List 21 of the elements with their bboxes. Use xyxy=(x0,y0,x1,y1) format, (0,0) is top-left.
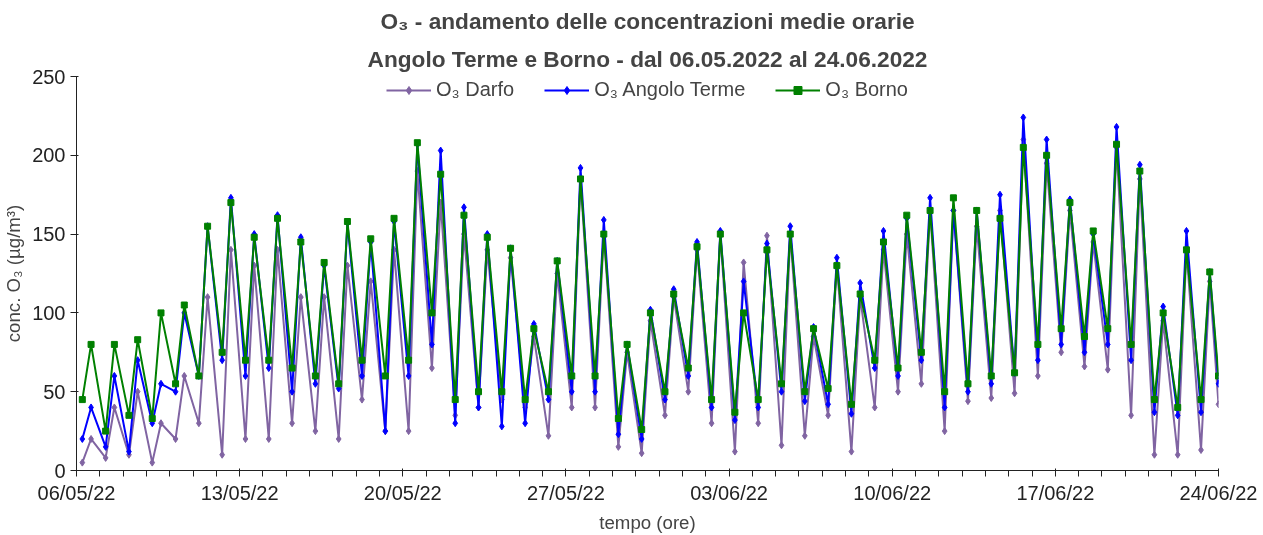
x-tick-label: 13/05/22 xyxy=(200,481,279,504)
y-tick-label: 0 xyxy=(54,459,66,482)
x-axis-title: tempo (ore) xyxy=(599,511,696,533)
chart-subtitle: Angolo Terme e Borno - dal 06.05.2022 al 24.06.2022 xyxy=(367,45,928,72)
legend-label: O₃ Borno xyxy=(825,78,909,101)
x-tick-label: 10/06/22 xyxy=(853,481,932,504)
legend-label: O₃ Angolo Terme xyxy=(594,78,746,101)
legend-label: O₃ Darfo xyxy=(435,78,515,101)
y-tick-label: 100 xyxy=(32,301,66,324)
y-tick-label: 150 xyxy=(32,223,66,246)
y-axis-title: conc. O₃ (µg/m³) xyxy=(3,204,25,343)
y-tick-label: 250 xyxy=(32,65,66,88)
x-tick-label: 20/05/22 xyxy=(363,481,442,504)
x-tick-label: 17/06/22 xyxy=(1016,481,1095,504)
x-tick-label: 27/05/22 xyxy=(527,481,605,504)
x-tick-label: 06/05/22 xyxy=(37,481,116,504)
x-tick-label: 03/06/22 xyxy=(690,481,769,504)
y-tick-label: 50 xyxy=(43,380,66,403)
chart-title: O₃ - andamento delle concentrazioni medie orarie xyxy=(380,7,915,34)
x-tick-label: 24/06/22 xyxy=(1179,481,1258,504)
y-tick-label: 200 xyxy=(32,144,66,167)
